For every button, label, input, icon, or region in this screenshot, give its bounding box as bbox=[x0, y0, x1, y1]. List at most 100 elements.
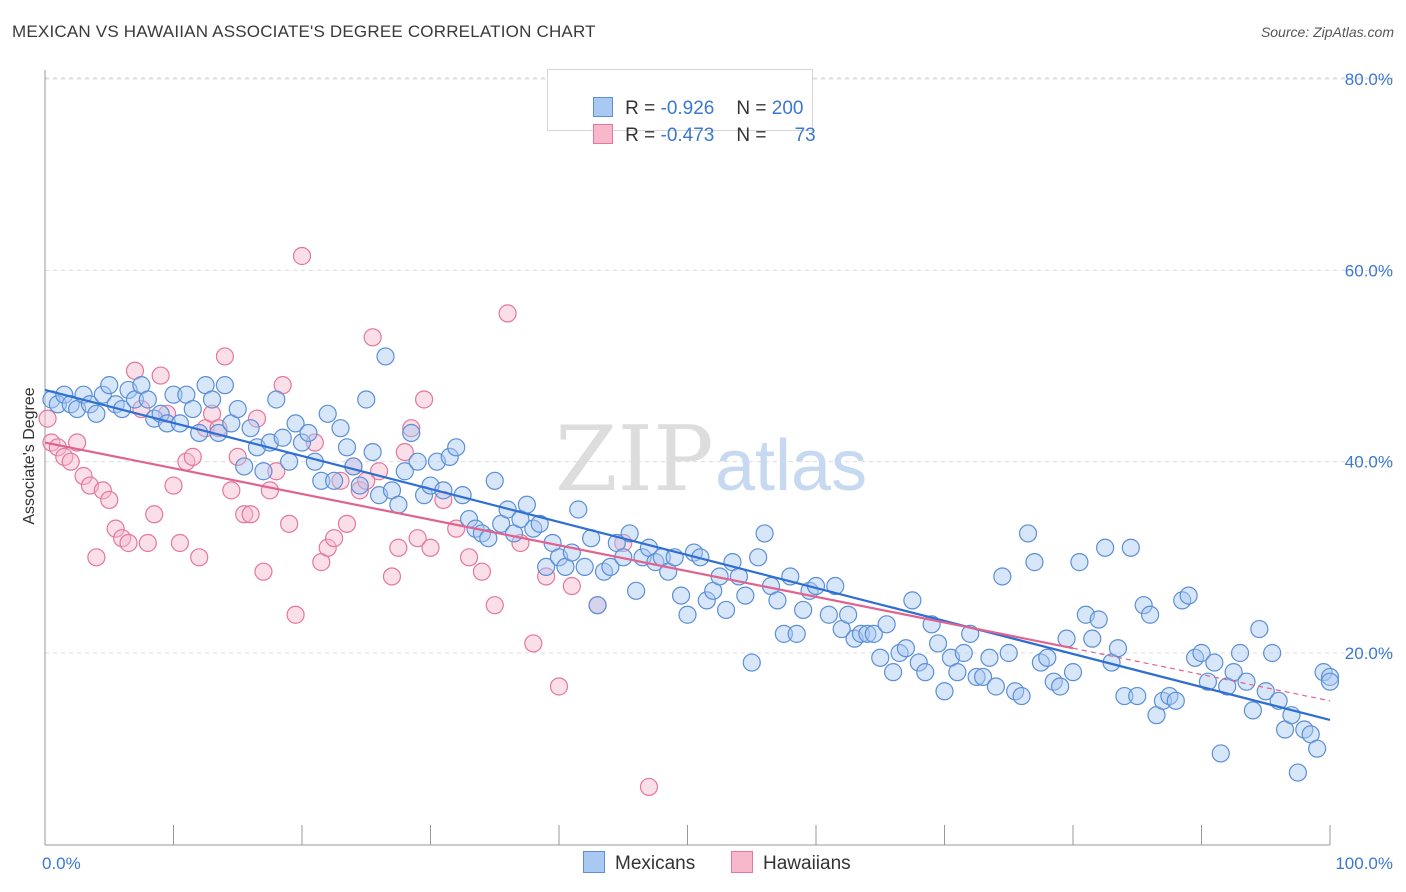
legend-row-hawaiians: R = -0.473 N = 73 bbox=[572, 102, 816, 146]
mexican-point bbox=[1121, 538, 1140, 557]
mexican-point bbox=[1320, 667, 1340, 687]
hawaiian-point bbox=[639, 777, 659, 797]
mexican-point bbox=[1051, 677, 1070, 696]
mexican-point bbox=[344, 457, 363, 476]
mexicans-swatch bbox=[583, 851, 605, 873]
mexican-point bbox=[286, 414, 305, 433]
mexican-point bbox=[601, 557, 620, 577]
mexican-point bbox=[1192, 643, 1211, 663]
mexican-point bbox=[1134, 596, 1153, 615]
mexican-point bbox=[1263, 643, 1282, 663]
grid-lines bbox=[45, 77, 1393, 654]
mexican-point bbox=[350, 476, 369, 495]
bottom-legend-mexicans-label: Mexicans bbox=[615, 853, 696, 874]
hawaiian-point bbox=[318, 538, 337, 557]
y-tick-label: 20.0% bbox=[1345, 644, 1393, 663]
mexican-point bbox=[993, 567, 1012, 586]
mexicans-swatch bbox=[593, 97, 614, 117]
legend-n-label: N = bbox=[736, 125, 772, 146]
hawaiian-point bbox=[68, 433, 87, 452]
mexican-point bbox=[588, 596, 607, 615]
hawaiian-point bbox=[228, 447, 247, 466]
legend-n-label: N = bbox=[736, 98, 772, 119]
hawaiian-point bbox=[241, 505, 260, 524]
mexican-point bbox=[402, 423, 421, 443]
mexican-point bbox=[87, 404, 106, 423]
hawaiian-point bbox=[93, 481, 112, 500]
mexican-point bbox=[93, 385, 112, 404]
mexican-point bbox=[440, 447, 459, 466]
hawaiian-point bbox=[222, 481, 241, 500]
hawaiian-point bbox=[87, 548, 106, 567]
hawaiian-point bbox=[524, 634, 543, 653]
mexican-point bbox=[395, 462, 414, 481]
mexican-point bbox=[537, 557, 556, 577]
mexican-point bbox=[1198, 672, 1218, 691]
hawaiian-point bbox=[151, 366, 170, 385]
mexican-point bbox=[389, 495, 408, 514]
hawaiian-point bbox=[74, 466, 93, 486]
mexican-point bbox=[1179, 586, 1198, 605]
mexican-point bbox=[826, 576, 845, 596]
mexican-point bbox=[517, 495, 536, 514]
mexican-point bbox=[871, 648, 890, 667]
mexican-point bbox=[999, 643, 1018, 663]
hawaiian-point bbox=[537, 567, 556, 586]
mexican-point bbox=[877, 615, 896, 634]
y-tick-label: 40.0% bbox=[1345, 453, 1393, 472]
mexican-point bbox=[973, 667, 993, 687]
mexican-point bbox=[254, 462, 273, 481]
mexican-point bbox=[819, 605, 838, 624]
mexican-point bbox=[839, 605, 858, 624]
hawaiian-point bbox=[260, 481, 279, 500]
mexican-point bbox=[749, 548, 768, 567]
hawaiians-swatch bbox=[593, 124, 614, 144]
hawaiian-point bbox=[286, 605, 305, 624]
legend-n-value: 73 bbox=[794, 125, 816, 146]
legend-r-label: R = bbox=[625, 98, 661, 119]
mexican-point bbox=[363, 443, 382, 462]
mexican-point bbox=[903, 591, 922, 610]
mexican-point bbox=[768, 591, 787, 610]
mexican-point bbox=[1038, 648, 1057, 667]
hawaiian-point bbox=[363, 328, 382, 347]
source-label: Source: ZipAtlas.com bbox=[1260, 24, 1394, 40]
mexican-point bbox=[1243, 701, 1263, 720]
mexican-point bbox=[479, 529, 498, 548]
mexican-point bbox=[909, 653, 928, 672]
mexican-point bbox=[671, 586, 691, 605]
mexican-point bbox=[697, 591, 716, 610]
hawaiian-point bbox=[350, 481, 369, 500]
hawaiian-point bbox=[402, 419, 421, 438]
hawaiian-point bbox=[485, 596, 504, 615]
mexican-point bbox=[794, 600, 813, 620]
hawaiian-point bbox=[138, 533, 157, 553]
mexican-point bbox=[620, 524, 639, 543]
mexican-point bbox=[986, 677, 1006, 696]
hawaiian-point bbox=[215, 347, 234, 366]
mexican-point bbox=[1070, 553, 1089, 572]
mexican-point bbox=[980, 648, 999, 667]
tick-labels: 20.0% 40.0% 60.0% 80.0% 0.0% 100.0% bbox=[42, 70, 1393, 873]
mexican-point bbox=[967, 667, 986, 687]
hawaiian-point bbox=[395, 443, 414, 462]
hawaiian-point bbox=[247, 409, 267, 428]
hawaiians-trend-extension bbox=[1072, 647, 1331, 702]
mexican-point bbox=[742, 653, 761, 672]
mexican-point bbox=[851, 624, 871, 643]
hawaiian-point bbox=[549, 677, 569, 696]
mexican-point bbox=[273, 428, 292, 447]
hawaiian-point bbox=[106, 519, 125, 538]
hawaiian-point bbox=[38, 409, 57, 428]
axes bbox=[44, 70, 1331, 846]
watermark-atlas: atlas bbox=[715, 426, 867, 506]
hawaiian-point bbox=[254, 562, 273, 581]
hawaiian-point bbox=[119, 533, 138, 553]
mexican-point bbox=[1211, 744, 1230, 763]
hawaiian-point bbox=[562, 576, 581, 596]
mexican-point bbox=[1012, 686, 1031, 706]
mexican-point bbox=[1057, 629, 1076, 648]
x-tick-label: 0.0% bbox=[42, 854, 81, 873]
mexican-point bbox=[1166, 691, 1185, 710]
